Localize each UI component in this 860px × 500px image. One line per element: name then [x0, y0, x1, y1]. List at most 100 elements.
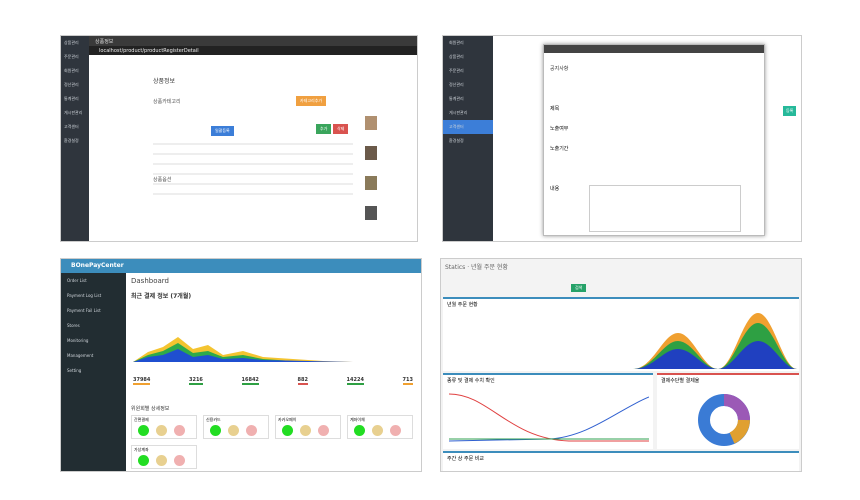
thumbnail-column [365, 116, 377, 220]
menu-item[interactable]: 정산관리 [449, 82, 464, 87]
menu-item[interactable]: 주문관리 [64, 54, 79, 59]
field-label: 노출여부 [550, 126, 569, 132]
panel: 종류 및 결제 수치 확인 [443, 373, 653, 449]
statics-dashboard: Statics · 년월 주문 현황 검색 년월 주문 현황 종류 및 결제 수… [440, 258, 802, 472]
card: 가상계좌 [131, 445, 197, 469]
panel-title: 종류 및 결제 수치 확인 [447, 378, 495, 384]
option-table [153, 143, 353, 195]
url-bar: localhost/product/productRegisterDetail [89, 46, 417, 55]
menu-item[interactable]: 환경설정 [64, 138, 79, 143]
popup: 공지사항 제목 노출여부 노출기간 내용 [543, 44, 765, 236]
menu-item[interactable]: 통계관리 [449, 96, 464, 101]
card: 신용카드 [203, 415, 269, 439]
title-bar: 상품정보 [89, 36, 417, 46]
menu-item[interactable]: 상품관리 [64, 40, 79, 45]
donut-chart [698, 394, 750, 446]
status-dot [354, 425, 365, 436]
menu-item[interactable]: Payment Fail List [67, 308, 101, 313]
card-title: 신용카드 [206, 417, 221, 422]
status-dot [174, 455, 185, 466]
button[interactable]: 등록 [783, 106, 797, 116]
stat-value: 3216 [189, 377, 203, 385]
status-dot [210, 425, 221, 436]
editor[interactable] [589, 185, 741, 232]
status-dot [156, 455, 167, 466]
status-dot [138, 425, 149, 436]
tab: 상품정보 [95, 39, 114, 45]
field-label: 노출기간 [550, 146, 569, 152]
section: Statics [445, 264, 466, 271]
stat-value: 37984 [133, 377, 151, 385]
menu-item[interactable]: Setting [67, 368, 82, 373]
button[interactable]: 추가 [316, 124, 332, 134]
section-title: 상품정보 [153, 78, 176, 85]
panel-title: 결제수단별 결제율 [661, 378, 700, 384]
menu-item[interactable]: 주문관리 [449, 68, 464, 73]
button[interactable]: 카테고리추가 [296, 96, 327, 106]
stats-row: 37984 3216 16842 882 14224 713 [133, 377, 413, 385]
panel-title: 주간 상 주문 비교 [447, 456, 484, 462]
field-label: 내용 [550, 186, 560, 192]
chart-title: 최근 결제 정보 (7개월) [131, 293, 192, 300]
menu-item[interactable]: 게시판관리 [64, 110, 83, 115]
status-dot [300, 425, 311, 436]
card: 간편결제 [131, 415, 197, 439]
card-title: 계좌이체 [350, 417, 365, 422]
menu-item[interactable]: 상품관리 [449, 54, 464, 59]
status-dot [156, 425, 167, 436]
line-chart [449, 393, 649, 442]
field-label: 제목 [550, 106, 560, 112]
sidebar: Order List Payment Log List Payment Fail L… [61, 273, 126, 471]
menu-item[interactable]: 환경설정 [449, 138, 464, 143]
menu-item[interactable]: 회원관리 [449, 40, 464, 45]
stat-value: 16842 [241, 377, 259, 385]
menu-item[interactable]: 정산관리 [64, 82, 79, 87]
status-dot [282, 425, 293, 436]
stat-value: 882 [297, 377, 308, 385]
panel: 주간 상 주문 비교 [443, 451, 799, 471]
stat-value: 713 [402, 377, 413, 385]
button[interactable]: 일괄등록 [211, 126, 234, 136]
header: BOnePayCenter [61, 259, 421, 273]
status-dot [174, 425, 185, 436]
panel-title: 년월 주문 현황 [447, 302, 478, 308]
menu-item[interactable]: 통계관리 [64, 96, 79, 101]
card-title: 카카오페이 [278, 417, 297, 422]
menu-item[interactable]: 게시판관리 [449, 110, 468, 115]
menu-item[interactable]: Stores [67, 323, 80, 328]
stat-value: 14224 [346, 377, 364, 385]
area-chart [133, 337, 353, 362]
button[interactable]: 삭제 [333, 124, 349, 134]
detail-title: 위원회별 상세정보 [131, 406, 170, 412]
header: Statics · 년월 주문 현황 [445, 264, 508, 271]
section-title: 공지사항 [550, 66, 569, 72]
menu-item[interactable]: Order List [67, 278, 87, 283]
brand: BOnePayCenter [71, 262, 124, 269]
page-title: Dashboard [131, 277, 169, 285]
field-label: 상품카테고리 [153, 99, 181, 105]
menu-item[interactable]: Management [67, 353, 94, 358]
pay-dashboard: BOnePayCenter Order List Payment Log List… [60, 258, 422, 472]
page-title: 년월 주문 현황 [471, 264, 508, 271]
status-dot [228, 425, 239, 436]
field-label: 상품옵션 [153, 177, 172, 183]
menu-item[interactable]: 회원관리 [64, 68, 79, 73]
button[interactable]: 검색 [571, 284, 587, 292]
status-dot [372, 425, 383, 436]
card-title: 간편결제 [134, 417, 149, 422]
menu-item[interactable]: Payment Log List [67, 293, 102, 298]
panel: 결제수단별 결제율 [657, 373, 799, 449]
panel: 년월 주문 현황 [443, 297, 799, 371]
url: localhost/product/productRegisterDetail [99, 48, 199, 54]
menu-item[interactable]: 고객센터 [443, 120, 493, 134]
menu-item[interactable]: Monitoring [67, 338, 89, 343]
status-dot [246, 425, 257, 436]
menu-item[interactable]: 고객센터 [64, 124, 79, 129]
area-chart [633, 313, 797, 369]
